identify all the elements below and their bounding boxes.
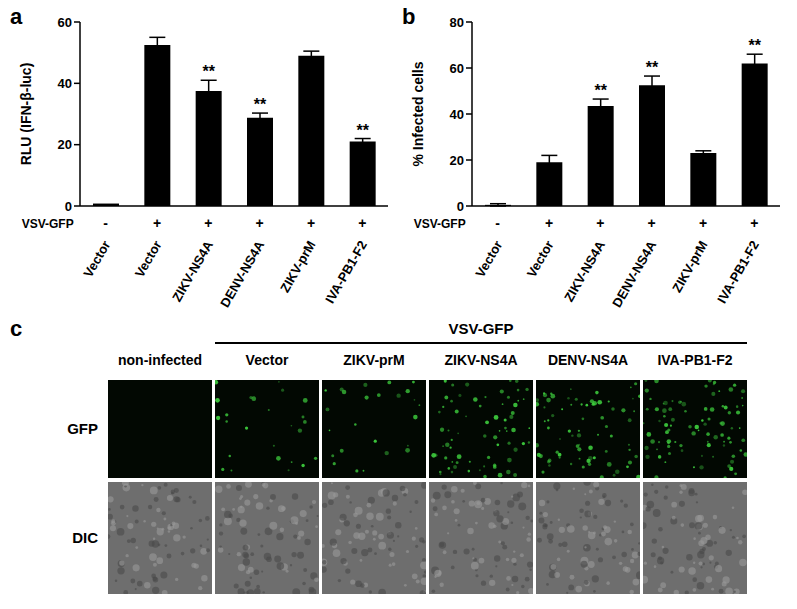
svg-text:ZIKV-NS4A: ZIKV-NS4A bbox=[561, 237, 608, 304]
html-text:non-infected: non-infected bbox=[118, 352, 202, 368]
svg-text:IVA-PB1-F2: IVA-PB1-F2 bbox=[322, 238, 370, 306]
html-text:c: c bbox=[10, 316, 23, 341]
svg-text:**: ** bbox=[356, 122, 369, 139]
svg-text:80: 80 bbox=[450, 15, 464, 30]
svg-text:+: + bbox=[545, 215, 553, 231]
html-text:b: b bbox=[402, 4, 416, 29]
svg-text:0: 0 bbox=[65, 199, 72, 214]
svg-text:60: 60 bbox=[58, 15, 72, 30]
svg-text:+: + bbox=[153, 215, 161, 231]
svg-text:+: + bbox=[358, 215, 366, 231]
svg-text:+: + bbox=[596, 215, 604, 231]
svg-text:20: 20 bbox=[450, 153, 464, 168]
svg-text:IVA-PB1-F2: IVA-PB1-F2 bbox=[714, 238, 762, 306]
html-text:Vector: Vector bbox=[245, 352, 289, 368]
svg-text:-: - bbox=[103, 215, 108, 231]
svg-text:DENV-NS4A: DENV-NS4A bbox=[609, 237, 659, 309]
html-text:ZIKV-NS4A: ZIKV-NS4A bbox=[444, 352, 518, 368]
svg-text:+: + bbox=[699, 215, 707, 231]
svg-text:VSV-GFP: VSV-GFP bbox=[22, 217, 74, 231]
svg-text:VSV-GFP: VSV-GFP bbox=[414, 217, 466, 231]
svg-text:Vector: Vector bbox=[132, 238, 165, 280]
html-text:ZIKV-prM: ZIKV-prM bbox=[343, 352, 405, 368]
svg-text:+: + bbox=[256, 215, 264, 231]
svg-text:ZIKV-NS4A: ZIKV-NS4A bbox=[169, 237, 216, 304]
svg-text:+: + bbox=[204, 215, 212, 231]
svg-text:Vector: Vector bbox=[80, 238, 113, 280]
svg-text:**: ** bbox=[594, 82, 607, 99]
svg-text:Vector: Vector bbox=[524, 238, 557, 280]
html-text:IVA-PB1-F2: IVA-PB1-F2 bbox=[657, 352, 733, 368]
svg-text:40: 40 bbox=[58, 76, 72, 91]
svg-text:DENV-NS4A: DENV-NS4A bbox=[217, 237, 267, 309]
svg-text:+: + bbox=[307, 215, 315, 231]
html-text:a: a bbox=[10, 4, 23, 29]
html-text:GFP: GFP bbox=[67, 420, 98, 437]
svg-text:**: ** bbox=[254, 96, 267, 113]
svg-text:0: 0 bbox=[457, 199, 464, 214]
html-text:DIC: DIC bbox=[72, 529, 98, 546]
svg-text:**: ** bbox=[646, 59, 659, 76]
svg-text:ZIKV-prM: ZIKV-prM bbox=[277, 238, 319, 295]
svg-text:% Infected cells: % Infected cells bbox=[410, 61, 426, 166]
html-text:VSV-GFP: VSV-GFP bbox=[448, 320, 514, 337]
svg-text:20: 20 bbox=[58, 137, 72, 152]
svg-text:60: 60 bbox=[450, 61, 464, 76]
svg-text:40: 40 bbox=[450, 107, 464, 122]
svg-text:ZIKV-prM: ZIKV-prM bbox=[669, 238, 711, 295]
svg-text:RLU (IFN-β-luc): RLU (IFN-β-luc) bbox=[18, 63, 34, 166]
html-text:DENV-NS4A: DENV-NS4A bbox=[547, 352, 629, 368]
svg-text:+: + bbox=[750, 215, 758, 231]
svg-text:-: - bbox=[495, 215, 500, 231]
svg-text:+: + bbox=[648, 215, 656, 231]
svg-text:**: ** bbox=[748, 37, 761, 54]
svg-text:Vector: Vector bbox=[472, 238, 505, 280]
svg-text:**: ** bbox=[202, 63, 215, 80]
